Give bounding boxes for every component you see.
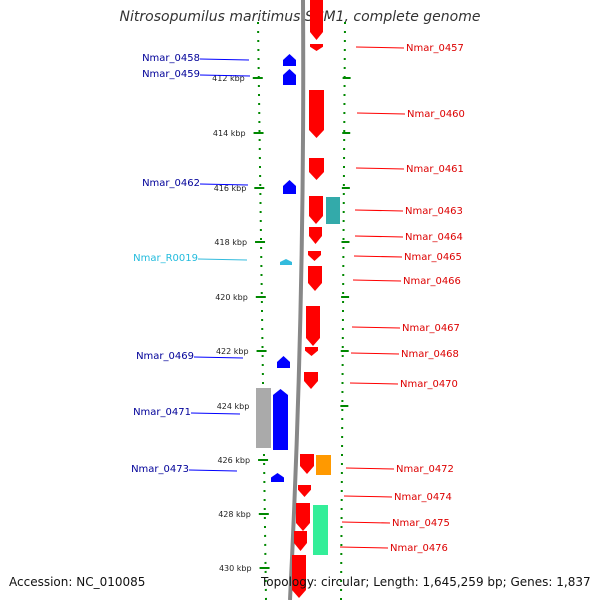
forward-gene-arrow xyxy=(296,503,310,531)
forward-gene-arrow xyxy=(292,555,306,598)
forward-gene-leader xyxy=(339,546,389,549)
forward-gene-label: Nmar_0460 xyxy=(407,109,465,120)
reverse-gene-leader xyxy=(199,74,251,77)
ruler-tick-label: 430 kbp xyxy=(219,564,252,573)
gene-labels: Nmar_0457 Nmar_0460 Nmar_0461 Nmar_0463 Nmar… xyxy=(131,43,465,554)
ruler-tick-label: 420 kbp xyxy=(215,293,248,302)
forward-gene-arrow xyxy=(304,372,318,389)
reverse-gene-leader xyxy=(193,356,244,359)
forward-gene-leader xyxy=(353,255,403,258)
forward-gene-arrow xyxy=(310,44,323,51)
forward-gene-leader xyxy=(343,495,393,498)
accession-label: Accession: NC_010085 xyxy=(9,575,146,589)
ruler-tick-label: 416 kbp xyxy=(214,184,247,193)
forward-gene-label: Nmar_0474 xyxy=(394,492,452,503)
forward-gene-leader xyxy=(355,167,405,170)
forward-gene-label: Nmar_0468 xyxy=(401,349,459,360)
ruler-tick-label: 422 kbp xyxy=(216,347,249,356)
reverse-gene-arrow xyxy=(283,180,296,194)
reverse-gene-label: Nmar_0471 xyxy=(133,407,191,418)
reverse-gene-arrow xyxy=(271,473,284,482)
forward-gene-arrow xyxy=(309,158,324,180)
forward-gene-arrow xyxy=(306,306,320,346)
forward-gene-label: Nmar_0475 xyxy=(392,518,450,529)
forward-gene-leader xyxy=(352,279,402,282)
forward-gene-arrow xyxy=(310,0,323,40)
ruler-tick-label: 414 kbp xyxy=(213,129,246,138)
reverse-gene-label: Nmar_0473 xyxy=(131,464,189,475)
rna-gene-arrow xyxy=(280,259,292,265)
forward-gene-arrow xyxy=(309,90,324,138)
forward-gene-label: Nmar_0457 xyxy=(406,43,464,54)
forward-gene-label: Nmar_0463 xyxy=(405,206,463,217)
forward-gene-leader xyxy=(341,521,391,524)
forward-gene-label: Nmar_0472 xyxy=(396,464,454,475)
forward-gene-label: Nmar_0464 xyxy=(405,232,463,243)
forward-gene-leader xyxy=(354,209,404,212)
reverse-gene-leader xyxy=(188,469,238,472)
forward-gene-leader xyxy=(355,46,405,49)
forward-gene-arrow xyxy=(294,531,307,551)
forward-gene-arrow xyxy=(298,485,311,497)
right-ruler-line xyxy=(340,21,346,600)
ruler-tick-label: 428 kbp xyxy=(218,510,251,519)
reverse-gene-arrow xyxy=(273,389,288,450)
forward-gene-arrow xyxy=(308,251,321,261)
rna-gene-label: Nmar_R0019 xyxy=(133,253,198,264)
gene-shapes xyxy=(271,0,324,598)
reverse-gene-label: Nmar_0469 xyxy=(136,351,194,362)
forward-gene-leader xyxy=(349,382,399,385)
genome-backbone xyxy=(288,0,306,600)
feature-blocks xyxy=(256,197,340,555)
feature-block-orange xyxy=(316,455,331,475)
forward-gene-label: Nmar_0466 xyxy=(403,276,461,287)
forward-gene-label: Nmar_0461 xyxy=(406,164,464,175)
forward-gene-arrow xyxy=(309,196,323,224)
forward-gene-label: Nmar_0467 xyxy=(402,323,460,334)
reverse-gene-label: Nmar_0458 xyxy=(142,53,200,64)
forward-gene-arrow xyxy=(300,454,314,474)
reverse-gene-arrow xyxy=(283,69,296,85)
right-ruler-ticks xyxy=(340,77,351,407)
forward-gene-arrow xyxy=(309,227,322,244)
left-ruler-line xyxy=(257,21,267,600)
topology-label: Topology: circular; Length: 1,645,259 bp… xyxy=(261,575,591,589)
feature-block-green xyxy=(313,505,328,555)
reverse-gene-leader xyxy=(199,183,249,186)
map-title: Nitrosopumilus maritimus SCM1, complete … xyxy=(119,9,481,25)
ruler-lines xyxy=(257,21,346,600)
forward-gene-label: Nmar_0470 xyxy=(400,379,458,390)
reverse-gene-arrow xyxy=(277,356,290,368)
forward-gene-leader xyxy=(345,467,395,470)
ruler-tick-label: 412 kbp xyxy=(212,74,245,83)
forward-gene-arrow xyxy=(305,347,318,356)
reverse-gene-label: Nmar_0459 xyxy=(142,69,200,80)
forward-gene-leader xyxy=(351,326,401,329)
ruler-tick-label: 418 kbp xyxy=(214,238,247,247)
forward-gene-label: Nmar_0476 xyxy=(390,543,448,554)
reverse-gene-leader xyxy=(197,258,248,261)
forward-gene-leader xyxy=(354,235,404,238)
reverse-gene-label: Nmar_0462 xyxy=(142,178,200,189)
forward-gene-arrow xyxy=(308,266,322,291)
forward-gene-leader xyxy=(356,112,406,115)
ruler-tick-label: 426 kbp xyxy=(217,456,250,465)
ruler-ticks: 412 kbp 414 kbp 416 kbp 418 kbp 420 kbp 422 k… xyxy=(212,74,270,573)
reverse-gene-leader xyxy=(190,412,241,415)
feature-block-teal xyxy=(326,197,340,224)
forward-gene-leader xyxy=(350,352,400,355)
feature-block-gray xyxy=(256,388,271,448)
forward-gene-label: Nmar_0465 xyxy=(404,252,462,263)
reverse-gene-leader xyxy=(199,58,250,61)
reverse-gene-arrow xyxy=(283,54,296,66)
ruler-tick-label: 424 kbp xyxy=(217,402,250,411)
